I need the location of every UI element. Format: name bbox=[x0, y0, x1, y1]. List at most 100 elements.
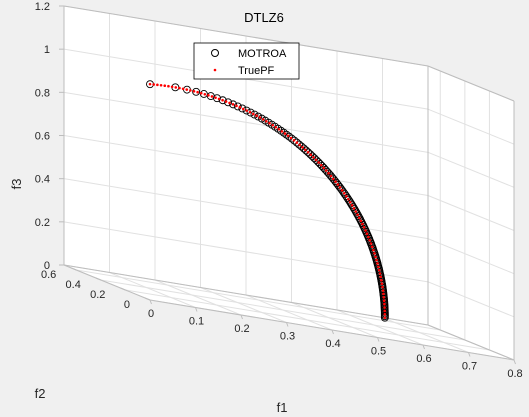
data-point-truepf bbox=[265, 119, 268, 123]
data-point-truepf bbox=[224, 100, 228, 103]
data-point-truepf bbox=[322, 166, 326, 170]
legend-box bbox=[193, 42, 300, 80]
data-point-truepf bbox=[156, 83, 159, 87]
data-point-truepf bbox=[217, 97, 221, 101]
legend-label-truepf: TruePF bbox=[238, 65, 275, 77]
data-point-motroa bbox=[282, 130, 291, 139]
data-point-truepf bbox=[336, 183, 340, 186]
tick-labels: 00.10.20.30.40.50.60.70.800.20.40.600.20… bbox=[35, 1, 523, 380]
x-tick-mark bbox=[240, 314, 243, 320]
z-tick-label: 0.6 bbox=[35, 131, 50, 143]
data-point-truepf bbox=[380, 279, 383, 282]
y-tick-label: 0 bbox=[124, 299, 130, 311]
y-tick-label: 0.2 bbox=[90, 289, 105, 301]
data-point-motroa bbox=[292, 138, 301, 147]
data-point-truepf bbox=[331, 177, 335, 181]
box-edge bbox=[63, 5, 429, 67]
data-point-truepf bbox=[280, 130, 284, 133]
x-tick-label: 0 bbox=[148, 308, 154, 320]
data-point-motroa bbox=[279, 128, 288, 137]
data-point-truepf bbox=[286, 134, 290, 138]
data-point-truepf bbox=[348, 201, 352, 204]
data-point-truepf bbox=[295, 141, 299, 144]
data-point-truepf bbox=[342, 192, 346, 195]
x-tick-mark bbox=[513, 359, 516, 365]
data-point-motroa bbox=[233, 102, 242, 111]
data-point-motroa bbox=[250, 110, 259, 119]
data-point-truepf bbox=[364, 229, 367, 232]
data-point-truepf bbox=[368, 238, 371, 242]
grid-line-z-side bbox=[427, 238, 515, 275]
data-point-truepf bbox=[374, 255, 377, 259]
grid-line-z-side bbox=[427, 281, 515, 318]
grid-line-z-back bbox=[63, 221, 429, 283]
z-tick-label: 1 bbox=[44, 44, 50, 56]
z-tick-label: 1.2 bbox=[35, 1, 50, 13]
data-point-truepf bbox=[199, 91, 203, 95]
data-point-truepf bbox=[306, 150, 310, 154]
data-point-truepf bbox=[221, 98, 224, 102]
data-point-motroa bbox=[304, 148, 313, 157]
grid-line-z-side bbox=[427, 195, 515, 231]
x-tick-mark bbox=[195, 307, 198, 312]
legend-label-motroa: MOTROA bbox=[238, 48, 287, 60]
data-point-truepf bbox=[375, 258, 378, 262]
data-point-truepf bbox=[170, 85, 174, 89]
data-point-truepf bbox=[271, 123, 275, 127]
data-point-truepf bbox=[352, 207, 356, 210]
x-tick-label: 0.1 bbox=[189, 316, 204, 328]
data-point-motroa bbox=[358, 220, 367, 229]
x-tick-mark bbox=[286, 322, 289, 327]
data-point-truepf bbox=[383, 306, 386, 309]
x-tick-mark bbox=[331, 329, 334, 335]
x-tick-label: 0.3 bbox=[280, 331, 295, 343]
z-tick-label: 0.4 bbox=[35, 174, 50, 186]
data-point-truepf bbox=[350, 204, 354, 207]
data-point-truepf bbox=[231, 103, 235, 106]
data-point-motroa bbox=[302, 146, 310, 155]
data-point-truepf bbox=[361, 222, 364, 226]
z-axis-label: f3 bbox=[9, 179, 24, 190]
data-point-truepf bbox=[380, 282, 384, 285]
data-point-truepf bbox=[258, 116, 262, 119]
data-point-truepf bbox=[304, 148, 307, 152]
box-edge bbox=[427, 65, 515, 102]
data-point-motroa bbox=[287, 134, 296, 143]
data-point-truepf bbox=[359, 219, 363, 223]
data-point-truepf bbox=[189, 89, 192, 92]
data-point-motroa bbox=[299, 144, 308, 153]
data-point-truepf bbox=[196, 90, 199, 94]
x-tick-label: 0.5 bbox=[371, 346, 386, 358]
data-point-truepf bbox=[203, 92, 207, 96]
data-point-truepf bbox=[174, 86, 178, 89]
data-point-truepf bbox=[382, 292, 385, 296]
axes-background bbox=[64, 6, 514, 360]
data-point-truepf bbox=[383, 316, 387, 319]
grid-line-z-side bbox=[427, 108, 515, 145]
data-point-motroa bbox=[224, 98, 233, 107]
z-tick-label: 0.8 bbox=[35, 87, 50, 99]
grid-line-z-back bbox=[63, 91, 429, 153]
x-tick-mark bbox=[422, 344, 425, 350]
data-point-truepf bbox=[181, 87, 185, 91]
data-point-truepf bbox=[324, 169, 328, 172]
data-point-truepf bbox=[373, 252, 376, 255]
grid-line-z-back bbox=[63, 135, 429, 196]
data-point-truepf bbox=[346, 197, 350, 201]
data-point-truepf bbox=[378, 272, 382, 275]
y-tick-mark bbox=[95, 277, 102, 281]
z-tick-label: 0.2 bbox=[35, 217, 50, 229]
x-tick-label: 0.7 bbox=[462, 361, 477, 373]
data-point-truepf bbox=[365, 232, 369, 236]
data-point-truepf bbox=[185, 88, 189, 91]
data-point-truepf bbox=[317, 161, 320, 164]
data-point-truepf bbox=[289, 136, 293, 140]
data-point-truepf bbox=[192, 90, 196, 93]
data-point-motroa bbox=[285, 132, 294, 141]
data-point-motroa bbox=[290, 136, 299, 145]
data-point-truepf bbox=[163, 84, 167, 88]
y-tick-label: 0.4 bbox=[66, 279, 81, 291]
y-tick-mark bbox=[120, 287, 126, 291]
data-point-truepf bbox=[329, 174, 333, 178]
